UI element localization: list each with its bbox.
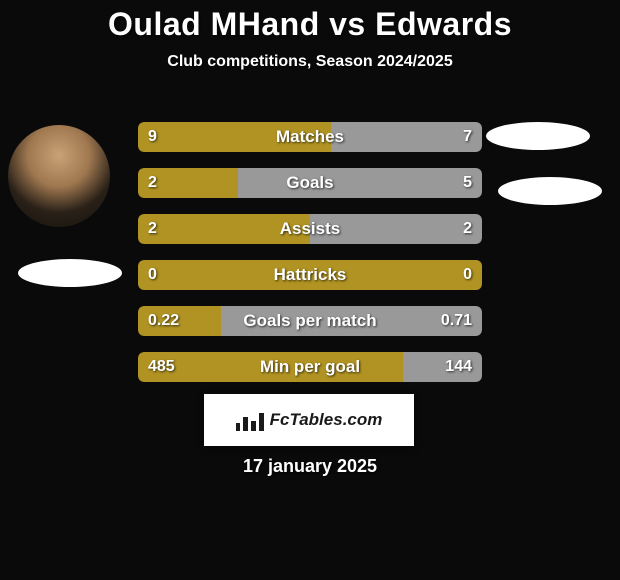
source-badge-text: FcTables.com — [270, 410, 383, 430]
player-left-avatar — [8, 125, 110, 227]
stat-bar-left — [138, 214, 310, 244]
stat-row: Hattricks00 — [138, 260, 482, 290]
comparison-card: Oulad MHand vs Edwards Club competitions… — [0, 0, 620, 580]
fctables-logo-icon — [236, 409, 264, 431]
source-badge[interactable]: FcTables.com — [204, 394, 414, 446]
date-label: 17 january 2025 — [0, 456, 620, 477]
page-subtitle: Club competitions, Season 2024/2025 — [0, 53, 620, 71]
team-badge-right — [498, 177, 602, 205]
stat-row: Matches97 — [138, 122, 482, 152]
stat-bar-left — [138, 122, 331, 152]
stat-bar-right — [310, 214, 482, 244]
stat-row: Assists22 — [138, 214, 482, 244]
stat-bar-left — [138, 352, 403, 382]
stat-bar-left — [138, 306, 221, 336]
team-badge-left — [18, 259, 122, 287]
stat-bar-left — [138, 260, 482, 290]
stat-bar-right — [238, 168, 482, 198]
stat-row: Min per goal485144 — [138, 352, 482, 382]
stat-row: Goals25 — [138, 168, 482, 198]
stat-bar-left — [138, 168, 238, 198]
page-title: Oulad MHand vs Edwards — [0, 0, 620, 43]
stat-bar-right — [403, 352, 482, 382]
player-right-avatar-placeholder — [486, 122, 590, 150]
stats-bars: Matches97 Goals25 Assists22 Hattricks00 Goal… — [138, 122, 482, 398]
stat-bar-right — [331, 122, 482, 152]
stat-bar-right — [221, 306, 482, 336]
stat-row: Goals per match0.220.71 — [138, 306, 482, 336]
